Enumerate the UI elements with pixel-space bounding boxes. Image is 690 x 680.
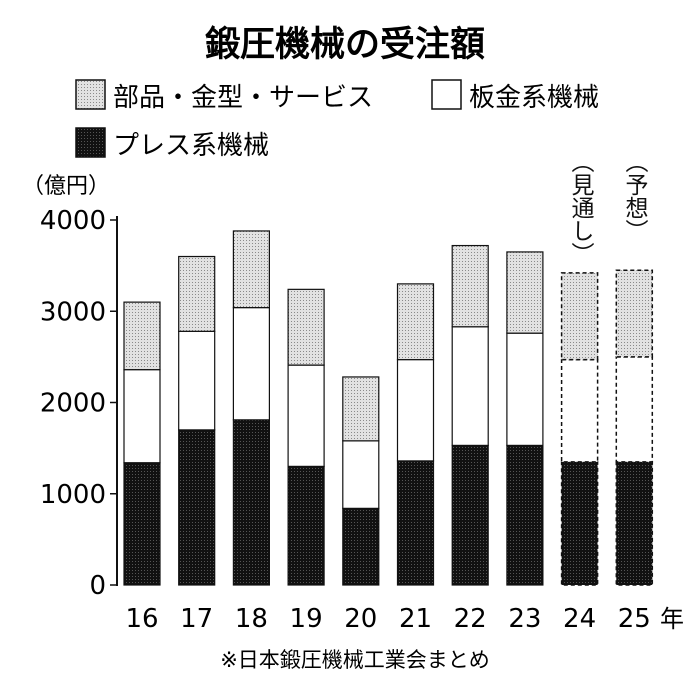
x-tick-label: 22 [454,604,487,634]
x-tick-label: 21 [399,604,432,634]
bar-sheet-metal-19 [287,364,325,467]
bar-press-17 [178,429,216,586]
y-tick-label: 3000 [40,297,106,327]
x-tick-label: 25 [618,604,651,634]
bar-parts-25 [615,269,654,358]
bar-sheet-metal-23 [506,332,544,446]
legend-swatch-press [75,127,106,158]
x-tick-label: 24 [563,604,596,634]
bar-press-16 [123,462,161,586]
y-tick-label: 4000 [40,206,106,236]
bar-parts-18 [232,230,270,309]
legend-label-press: プレス系機械 [113,131,269,161]
chart-title: 鍛圧機械の受注額 [205,25,485,65]
legend-swatch-sheet-metal [431,79,462,110]
bar-sheet-metal-24 [560,358,599,463]
x-tick-label: 17 [180,604,213,634]
y-tick-label: 0 [89,571,106,601]
bar-parts-16 [123,301,161,371]
bar-parts-20 [342,376,380,442]
bar-press-21 [396,460,435,586]
x-tick-label: 20 [344,604,377,634]
bar-press-20 [342,507,380,586]
source-note: ※日本鍛圧機械工業会まとめ [220,648,490,672]
x-tick-label: 23 [508,604,541,634]
y-tick-label: 1000 [40,480,106,510]
legend-label-parts: 部品・金型・サービス [113,83,373,113]
bar-sheet-metal-25 [615,356,654,463]
bar-parts-19 [287,288,325,366]
bar-press-25 [615,461,654,586]
legend-swatch-parts [75,79,106,110]
bar-parts-24 [560,272,599,361]
bar-sheet-metal-20 [342,440,380,509]
legend-label-sheet-metal: 板金系機械 [469,83,599,113]
x-axis-suffix: 年 [660,605,684,633]
x-tick-label: 18 [235,604,268,634]
bar-press-22 [451,444,489,586]
bar-press-23 [506,444,544,586]
annotation-25: （予想） [621,150,647,242]
bar-sheet-metal-22 [451,326,489,446]
bar-parts-23 [506,251,544,334]
bar-sheet-metal-17 [178,330,216,431]
bar-sheet-metal-16 [123,369,161,464]
bar-parts-21 [396,283,435,361]
y-axis-unit: （億円） [22,174,110,199]
bar-sheet-metal-18 [232,307,270,421]
bar-press-19 [287,465,325,586]
annotation-24: （見通し） [567,150,593,265]
bar-parts-17 [178,255,216,332]
bar-press-24 [560,461,599,586]
x-tick-label: 19 [290,604,323,634]
bar-parts-22 [451,244,489,328]
bar-sheet-metal-21 [396,359,435,462]
bar-press-18 [232,419,270,586]
x-tick-label: 16 [125,604,158,634]
y-tick-label: 2000 [40,389,106,419]
